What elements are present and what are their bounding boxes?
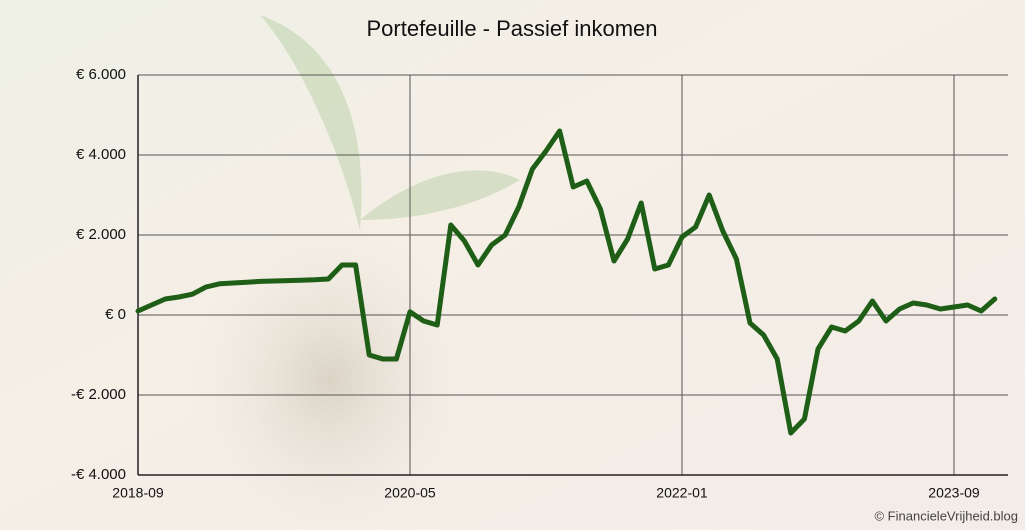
x-tick-label: 2020-05 (384, 485, 436, 501)
x-tick-label: 2023-09 (928, 485, 980, 501)
chart-title: Portefeuille - Passief inkomen (366, 16, 657, 41)
y-tick-label: -€ 2.000 (71, 386, 126, 403)
y-tick-label: € 6.000 (76, 66, 126, 83)
x-tick-label: 2022-01 (656, 485, 708, 501)
background-image (190, 220, 470, 530)
x-tick-label: 2018-09 (112, 485, 164, 501)
background-leaf (260, 15, 362, 230)
credit: © FinancieleVrijheid.blog (874, 508, 1018, 523)
background-leaf (360, 170, 520, 220)
y-tick-label: -€ 4.000 (71, 466, 126, 483)
y-tick-label: € 0 (105, 306, 126, 323)
data-line (135, 128, 998, 436)
y-tick-label: € 2.000 (76, 226, 126, 243)
y-tick-label: € 4.000 (76, 146, 126, 163)
